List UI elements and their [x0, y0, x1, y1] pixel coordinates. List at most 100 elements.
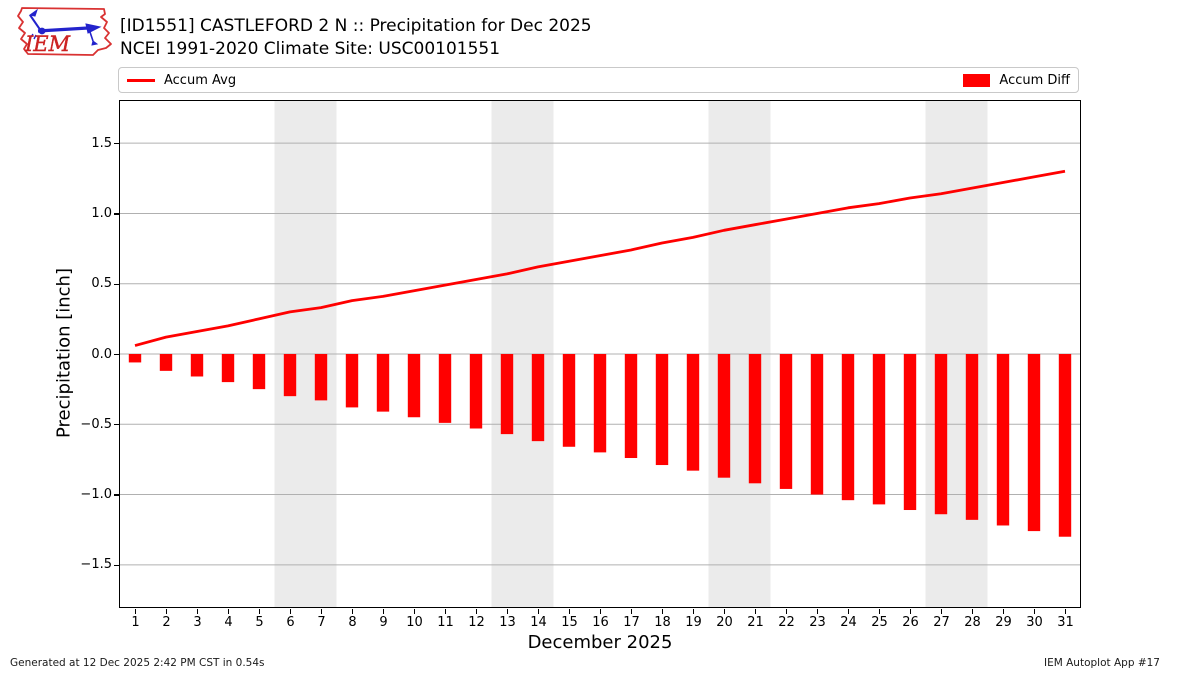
accum-diff-bar: [128, 354, 142, 363]
legend-item-accum-diff: Accum Diff: [963, 73, 1070, 88]
y-tick-label: −0.5: [80, 416, 112, 432]
x-tick-label: 8: [348, 615, 357, 630]
accum-avg-line: [134, 169, 1066, 347]
x-tick-label: 1: [131, 615, 140, 630]
x-tick-label: 7: [317, 615, 326, 630]
x-tick-label: 28: [964, 615, 981, 630]
x-tick-mark: [568, 609, 571, 614]
x-tick-mark: [754, 609, 757, 614]
accum-diff-bar: [376, 354, 390, 412]
x-tick-mark: [785, 609, 788, 614]
x-tick-label: 18: [654, 615, 671, 630]
accum-diff-bar: [810, 354, 824, 495]
x-tick-mark: [413, 609, 416, 614]
x-tick-mark: [382, 609, 385, 614]
y-tick-mark: [113, 494, 119, 496]
accum-diff-bar: [407, 354, 421, 418]
x-tick-label: 31: [1057, 615, 1074, 630]
x-tick-label: 26: [902, 615, 919, 630]
accum-diff-bar: [779, 354, 793, 489]
x-axis-label: December 2025: [527, 632, 673, 653]
chart-subtitle: NCEI 1991-2020 Climate Site: USC00101551: [120, 39, 501, 59]
y-tick-label: 0.0: [91, 346, 112, 362]
x-tick-label: 20: [716, 615, 733, 630]
x-tick-label: 11: [437, 615, 454, 630]
x-tick-mark: [227, 609, 230, 614]
x-tick-label: 16: [592, 615, 609, 630]
iem-logo: IEM: [17, 7, 112, 56]
iem-logo-text: IEM: [24, 32, 71, 56]
x-tick-mark: [258, 609, 261, 614]
x-tick-label: 14: [530, 615, 547, 630]
x-tick-mark: [1064, 609, 1067, 614]
x-tick-label: 12: [468, 615, 485, 630]
y-axis-label: Precipitation [inch]: [53, 268, 75, 438]
chart-header: [ID1551] CASTLEFORD 2 N :: Precipitation…: [120, 15, 592, 61]
accum-diff-bar: [221, 354, 235, 383]
x-tick-mark: [816, 609, 819, 614]
accum-diff-bar: [345, 354, 359, 408]
accum-diff-bar: [903, 354, 917, 511]
accum-diff-bar: [190, 354, 204, 377]
x-tick-mark: [165, 609, 168, 614]
y-tick-mark: [113, 353, 119, 356]
x-tick-label: 13: [499, 615, 516, 630]
x-tick-mark: [847, 609, 850, 614]
accum-diff-bar: [438, 354, 452, 423]
accum-diff-patch-swatch-icon: [963, 73, 991, 87]
y-tick-label: 1.0: [91, 205, 112, 221]
x-tick-mark: [723, 609, 726, 614]
x-tick-label: 21: [747, 615, 764, 630]
x-tick-mark: [1002, 609, 1005, 614]
accum-diff-bar: [965, 354, 979, 520]
plot-area: [119, 100, 1081, 608]
x-tick-label: 22: [778, 615, 795, 630]
accum-diff-bar: [531, 354, 545, 442]
accum-diff-bar: [159, 354, 173, 371]
accum-diff-bar: [1027, 354, 1041, 532]
x-tick-mark: [878, 609, 881, 614]
y-tick-mark: [113, 143, 119, 145]
accum-diff-bar: [748, 354, 762, 484]
y-tick-mark: [113, 424, 119, 426]
accum-diff-bar: [593, 354, 607, 453]
x-tick-label: 3: [193, 615, 202, 630]
x-tick-mark: [289, 609, 292, 614]
x-tick-mark: [599, 609, 602, 614]
footer-generated: Generated at 12 Dec 2025 2:42 PM CST in …: [10, 657, 265, 669]
y-tick-label: 0.5: [91, 276, 112, 292]
x-tick-mark: [537, 609, 540, 614]
x-tick-mark: [940, 609, 943, 614]
x-tick-label: 23: [809, 615, 826, 630]
x-tick-mark: [196, 609, 199, 614]
accum-diff-bar: [624, 354, 638, 459]
accum-diff-bar: [934, 354, 948, 515]
plot-canvas: [120, 101, 1080, 607]
x-tick-label: 9: [379, 615, 388, 630]
x-tick-label: 2: [162, 615, 171, 630]
legend-label-accum-avg: Accum Avg: [164, 72, 237, 88]
legend-item-accum-avg: Accum Avg: [127, 73, 236, 88]
y-tick-label: −1.0: [80, 487, 112, 503]
x-tick-mark: [971, 609, 974, 614]
x-tick-mark: [909, 609, 912, 614]
accum-diff-bar: [1058, 354, 1072, 537]
accum-diff-bar: [314, 354, 328, 401]
x-tick-label: 15: [561, 615, 578, 630]
footer-app-credit: IEM Autoplot App #17: [1044, 657, 1160, 669]
accum-diff-bar: [469, 354, 483, 429]
iowa-outline-icon: [17, 7, 112, 56]
y-tick-mark: [113, 564, 119, 566]
x-tick-label: 6: [286, 615, 295, 630]
x-tick-mark: [692, 609, 695, 614]
accum-diff-bar: [562, 354, 576, 447]
x-tick-mark: [630, 609, 633, 614]
accum-avg-line-swatch-icon: [127, 78, 155, 82]
x-tick-label: 19: [685, 615, 702, 630]
x-tick-mark: [320, 609, 323, 614]
x-tick-mark: [444, 609, 447, 614]
x-tick-mark: [506, 609, 509, 614]
accum-diff-bar: [996, 354, 1010, 526]
x-tick-mark: [351, 609, 354, 614]
legend: Accum Avg Accum Diff: [118, 67, 1079, 93]
